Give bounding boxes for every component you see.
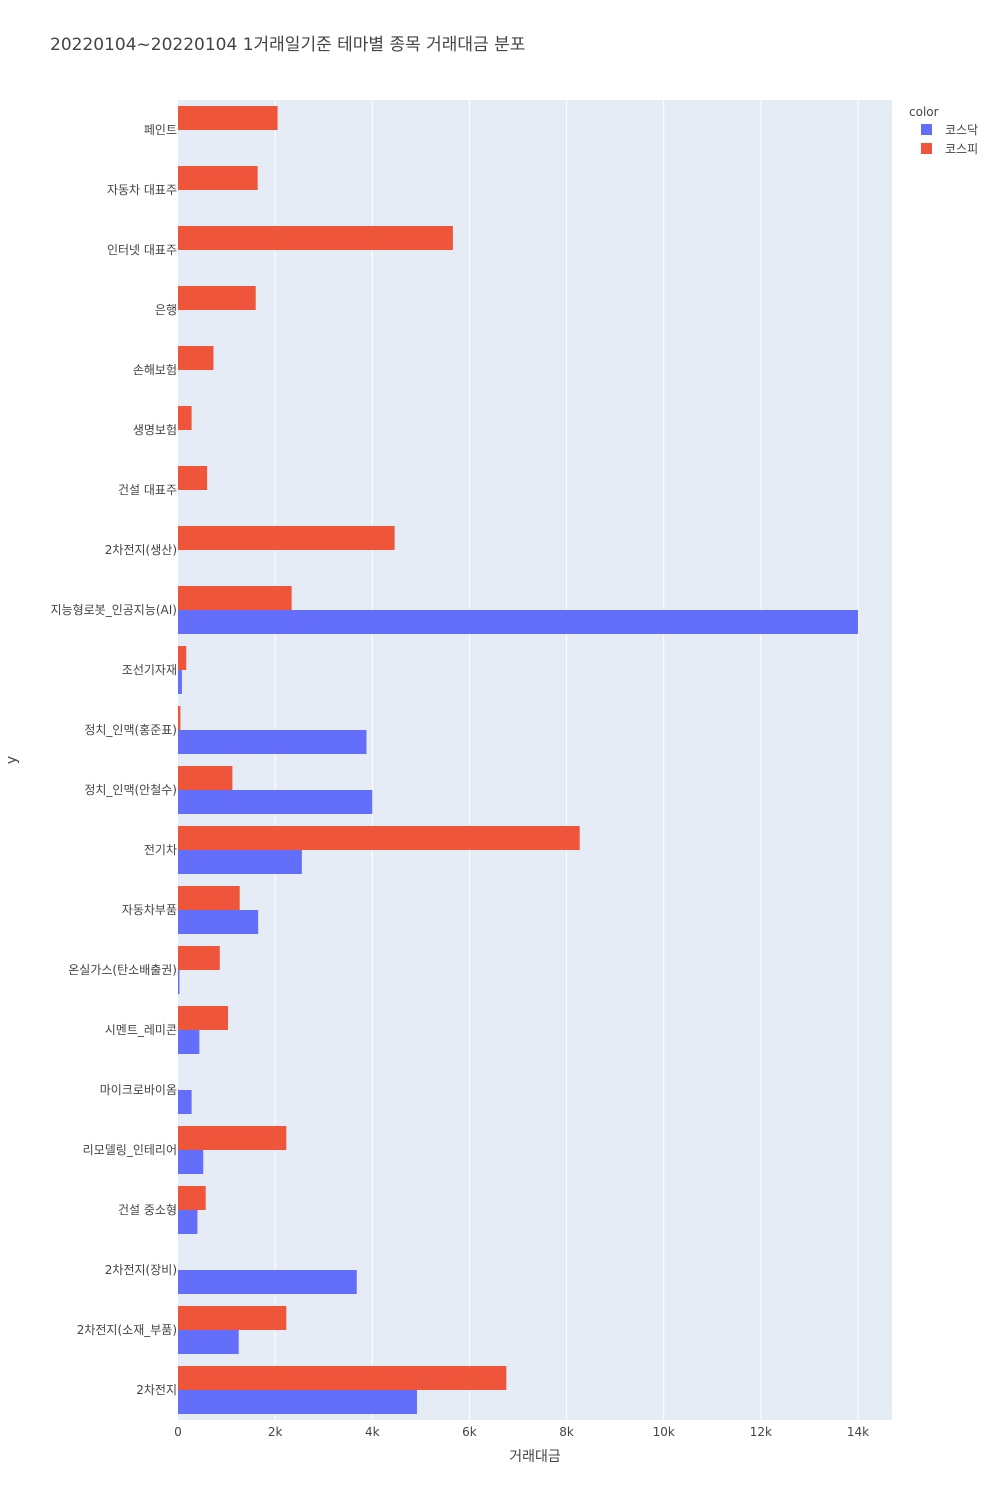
legend-label: 코스피 bbox=[945, 142, 978, 156]
legend-swatch bbox=[921, 143, 932, 154]
x-tick-label: 6k bbox=[462, 1425, 477, 1439]
bar[interactable] bbox=[178, 406, 192, 430]
bar[interactable] bbox=[178, 1090, 192, 1114]
y-tick-label: 온실가스(탄소배출권) bbox=[68, 963, 177, 977]
bar[interactable] bbox=[178, 346, 214, 370]
bar[interactable] bbox=[178, 886, 240, 910]
y-tick-label: 정치_인맥(안철수) bbox=[84, 783, 177, 797]
y-tick-label: 2차전지(장비) bbox=[105, 1263, 177, 1277]
y-tick-label: 마이크로바이옴 bbox=[100, 1083, 177, 1097]
bar[interactable] bbox=[178, 106, 278, 130]
legend-swatch bbox=[921, 124, 932, 135]
bar[interactable] bbox=[178, 286, 256, 310]
y-tick-label: 시멘트_레미콘 bbox=[105, 1023, 177, 1037]
legend-label: 코스닥 bbox=[945, 123, 978, 137]
bar[interactable] bbox=[178, 1366, 507, 1390]
y-tick-label: 2차전지(소재_부품) bbox=[77, 1323, 177, 1337]
bar[interactable] bbox=[178, 670, 182, 694]
bar[interactable] bbox=[178, 1330, 239, 1354]
bar[interactable] bbox=[178, 1126, 287, 1150]
y-tick-label: 손해보험 bbox=[133, 363, 177, 377]
bar[interactable] bbox=[178, 1390, 417, 1414]
x-axis-title: 거래대금 bbox=[509, 1449, 561, 1465]
y-tick-label: 2차전지(생산) bbox=[105, 543, 177, 557]
bar[interactable] bbox=[178, 730, 367, 754]
bar[interactable] bbox=[178, 1150, 204, 1174]
bar[interactable] bbox=[178, 1270, 357, 1294]
bar[interactable] bbox=[178, 1006, 229, 1030]
bar[interactable] bbox=[178, 970, 180, 994]
bar[interactable] bbox=[178, 610, 858, 634]
y-tick-label: 생명보험 bbox=[133, 423, 177, 437]
bar[interactable] bbox=[178, 910, 259, 934]
bar[interactable] bbox=[178, 226, 453, 250]
bar[interactable] bbox=[178, 826, 580, 850]
bar[interactable] bbox=[178, 1030, 200, 1054]
bar[interactable] bbox=[178, 586, 292, 610]
bar[interactable] bbox=[178, 466, 208, 490]
x-axis-ticks: 0 2k 4k 6k 8k 10k 12k 14k bbox=[174, 1425, 869, 1439]
bar[interactable] bbox=[178, 646, 187, 670]
x-tick-label: 2k bbox=[268, 1425, 283, 1439]
x-tick-label: 12k bbox=[750, 1425, 772, 1439]
y-tick-label: 자동차 대표주 bbox=[107, 183, 177, 197]
chart-title: 20220104~20220104 1거래일기준 테마별 종목 거래대금 분포 bbox=[50, 35, 525, 55]
legend-title: color bbox=[909, 105, 939, 119]
y-tick-label: 은행 bbox=[155, 302, 177, 317]
legend-item[interactable]: 코스닥 bbox=[921, 123, 978, 137]
bar[interactable] bbox=[178, 790, 373, 814]
x-tick-label: 14k bbox=[847, 1425, 869, 1439]
y-tick-label: 조선기자재 bbox=[122, 663, 177, 677]
y-tick-label: 전기차 bbox=[144, 843, 177, 857]
bar[interactable] bbox=[178, 946, 220, 970]
y-tick-label: 정치_인맥(홍준표) bbox=[84, 723, 177, 737]
bar[interactable] bbox=[178, 706, 181, 730]
bars bbox=[178, 106, 858, 1414]
y-axis-title: y bbox=[4, 756, 20, 764]
y-tick-label: 인터넷 대표주 bbox=[107, 243, 177, 257]
y-tick-label: 자동차부품 bbox=[122, 903, 177, 917]
x-tick-label: 8k bbox=[559, 1425, 574, 1439]
bar[interactable] bbox=[178, 1186, 206, 1210]
bar[interactable] bbox=[178, 1210, 198, 1234]
x-tick-label: 10k bbox=[653, 1425, 675, 1439]
x-tick-label: 4k bbox=[365, 1425, 380, 1439]
y-tick-label: 건설 대표주 bbox=[118, 483, 177, 497]
y-tick-label: 지능형로봇_인공지능(AI) bbox=[51, 603, 177, 617]
x-tick-label: 0 bbox=[174, 1425, 182, 1439]
y-tick-label: 페인트 bbox=[144, 123, 177, 137]
bar[interactable] bbox=[178, 850, 302, 874]
plot-background bbox=[178, 100, 892, 1420]
y-axis-ticks: 2차전지 2차전지(소재_부품) 2차전지(장비) 건설 중소형 리모델링_인테리어 마이… bbox=[51, 123, 177, 1397]
bar[interactable] bbox=[178, 1306, 287, 1330]
y-tick-label: 2차전지 bbox=[136, 1383, 177, 1397]
bar[interactable] bbox=[178, 526, 395, 550]
bar[interactable] bbox=[178, 766, 233, 790]
gridlines bbox=[274, 100, 859, 1420]
y-tick-label: 건설 중소형 bbox=[118, 1203, 177, 1217]
y-tick-label: 리모델링_인테리어 bbox=[83, 1143, 177, 1157]
bar[interactable] bbox=[178, 166, 258, 190]
legend-item[interactable]: 코스피 bbox=[921, 142, 978, 156]
